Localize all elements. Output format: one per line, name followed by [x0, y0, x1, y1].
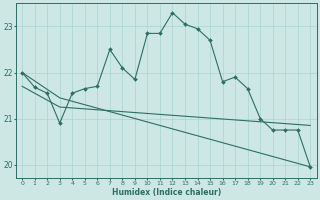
X-axis label: Humidex (Indice chaleur): Humidex (Indice chaleur) [112, 188, 221, 197]
